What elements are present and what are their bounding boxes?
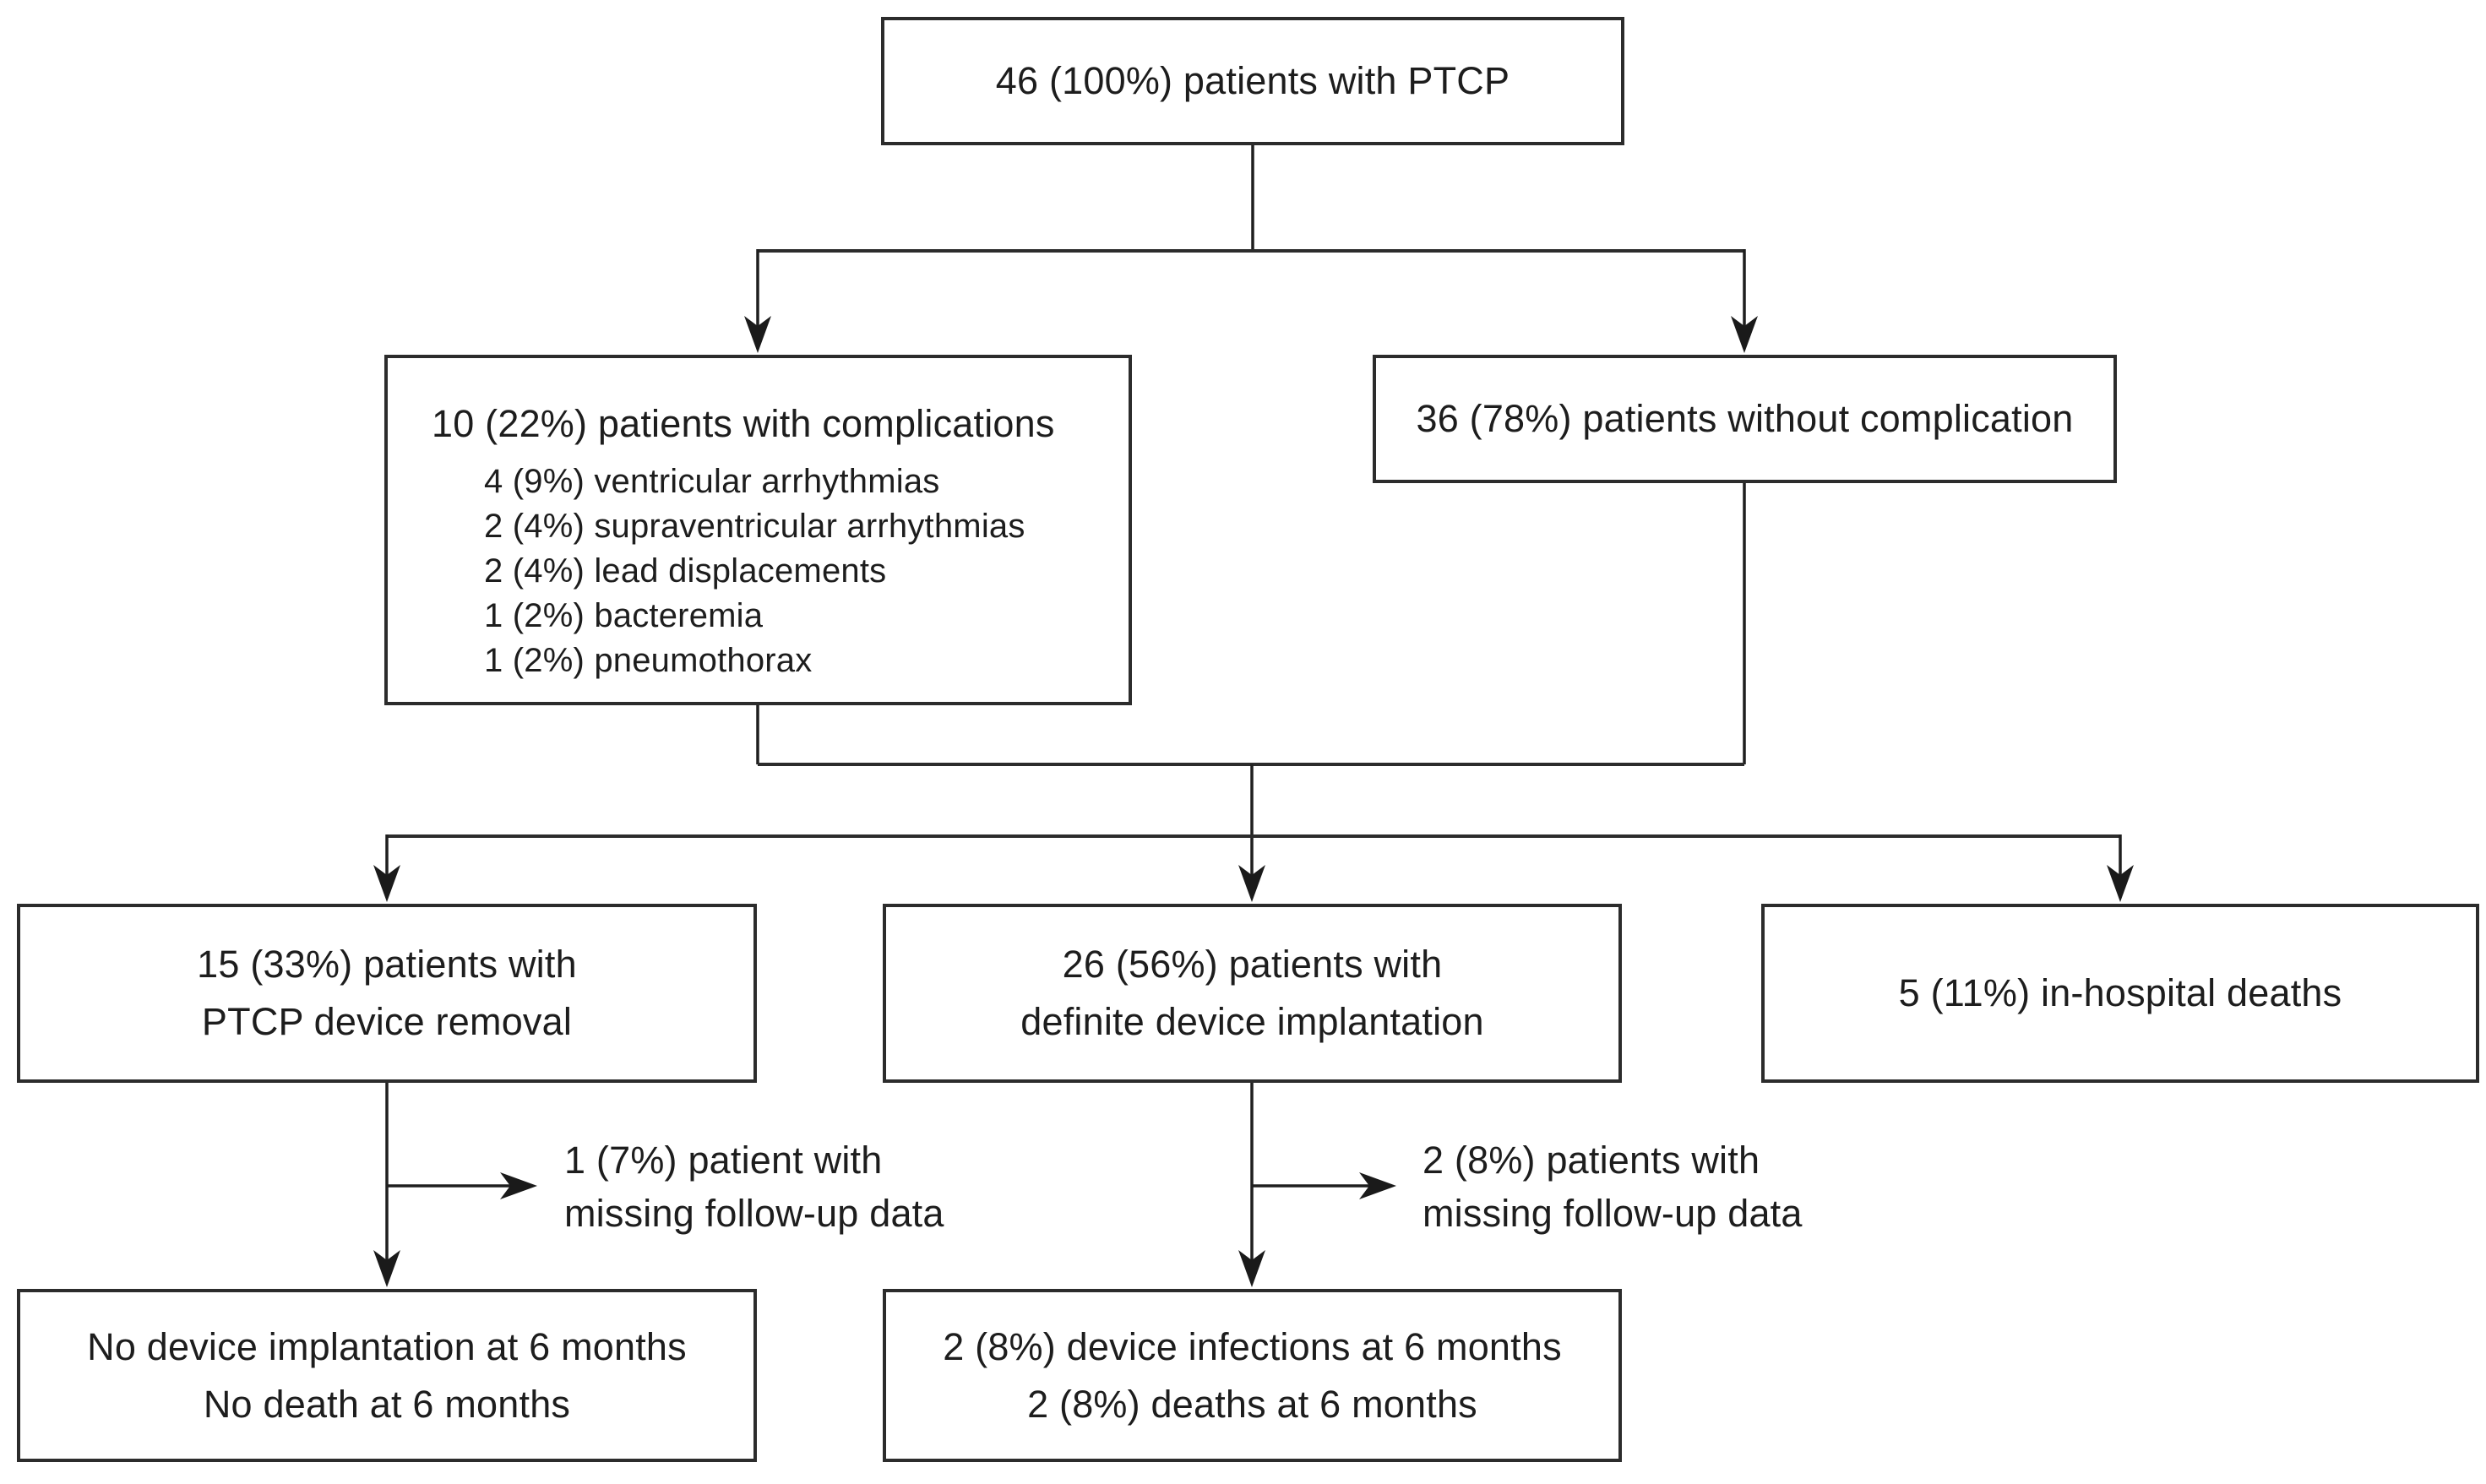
arrowhead-down-device-removal [373,865,400,902]
arrowhead-right-implantation-missing [1359,1172,1396,1199]
arrowhead-down-removal-outcome [373,1250,400,1287]
box-removal-outcome: No device implantation at 6 months No de… [17,1289,757,1462]
complication-item: 1 (2%) bacteremia [484,597,764,634]
box-without-complication-label: 36 (78%) patients without complication [1416,397,2074,440]
connector-row2-to-row3 [373,483,2134,902]
arrowhead-right-removal-missing [500,1172,537,1199]
arrowhead-down-implantation-outcome [1238,1250,1265,1287]
annotation-removal-missing-line2: missing follow-up data [564,1192,944,1235]
annotation-removal-missing-followup: 1 (7%) patient with missing follow-up da… [564,1133,944,1240]
connector-implantation-branch [1238,1083,1396,1287]
box-removal-outcome-line1: No device implantation at 6 months [87,1324,687,1368]
box-device-implantation-line1: 26 (56%) patients with [1062,943,1443,986]
box-removal-outcome-line2: No death at 6 months [203,1382,571,1426]
arrowhead-down-no-complication [1731,316,1758,353]
annotation-removal-missing-line1: 1 (7%) patient with [564,1139,883,1182]
box-in-hospital-deaths-label: 5 (11%) in-hospital deaths [1898,971,2342,1014]
box-implantation-outcome-line2: 2 (8%) deaths at 6 months [1027,1382,1477,1426]
box-device-implantation-line2: definite device implantation [1020,1000,1484,1043]
annotation-implantation-missing-line2: missing follow-up data [1423,1192,1803,1235]
complications-list: 4 (9%) ventricular arrhythmias 2 (4%) su… [484,459,1025,683]
arrowhead-down-complications [744,316,771,353]
arrowhead-down-in-hospital-deaths [2107,865,2134,902]
complication-item: 2 (4%) lead displacements [484,552,887,590]
box-device-removal-line2: PTCP device removal [201,1000,573,1043]
box-device-implantation: 26 (56%) patients with definite device i… [883,904,1622,1083]
box-without-complication: 36 (78%) patients without complication [1373,355,2117,483]
annotation-implantation-missing-line1: 2 (8%) patients with [1423,1139,1760,1182]
connector-removal-branch [373,1083,537,1287]
box-in-hospital-deaths: 5 (11%) in-hospital deaths [1761,904,2479,1083]
arrowhead-down-device-implantation [1238,865,1265,902]
box-patients-ptcp: 46 (100%) patients with PTCP [881,17,1624,145]
box-implantation-outcome-line1: 2 (8%) device infections at 6 months [943,1324,1562,1368]
box-implantation-outcome: 2 (8%) device infections at 6 months 2 (… [883,1289,1622,1462]
complication-item: 4 (9%) ventricular arrhythmias [484,463,940,500]
connector-root-to-row2 [744,145,1758,353]
box-device-removal-line1: 15 (33%) patients with [197,943,577,986]
complication-item: 1 (2%) pneumothorax [484,642,813,679]
box-device-removal: 15 (33%) patients with PTCP device remov… [17,904,757,1083]
box-complications-title: 10 (22%) patients with complications [432,402,1055,445]
annotation-implantation-missing-followup: 2 (8%) patients with missing follow-up d… [1423,1133,1803,1240]
complication-item: 2 (4%) supraventricular arrhythmias [484,508,1025,545]
box-patients-ptcp-label: 46 (100%) patients with PTCP [995,59,1510,102]
box-complications: 10 (22%) patients with complications 4 (… [384,355,1132,705]
